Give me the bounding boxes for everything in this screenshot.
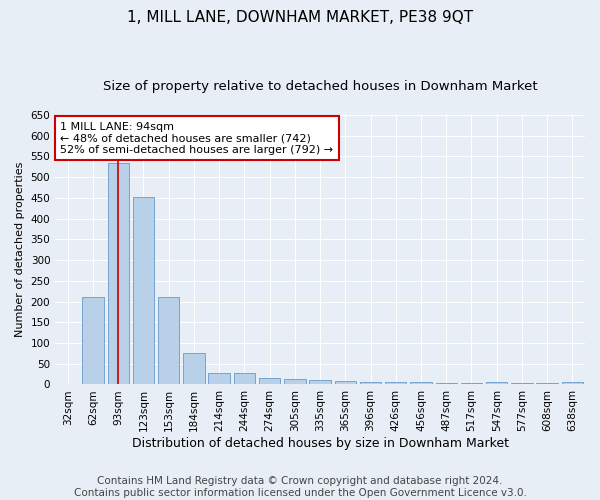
Bar bbox=[233, 374, 255, 384]
Bar bbox=[133, 196, 154, 384]
Bar bbox=[183, 352, 205, 384]
Bar bbox=[436, 383, 457, 384]
Text: 1 MILL LANE: 94sqm
← 48% of detached houses are smaller (742)
52% of semi-detach: 1 MILL LANE: 94sqm ← 48% of detached hou… bbox=[61, 122, 334, 155]
Bar bbox=[82, 298, 104, 384]
Bar bbox=[107, 162, 129, 384]
Bar bbox=[385, 382, 406, 384]
Bar bbox=[208, 374, 230, 384]
Bar bbox=[461, 383, 482, 384]
Bar bbox=[335, 381, 356, 384]
Bar bbox=[158, 298, 179, 384]
Bar bbox=[511, 383, 533, 384]
Text: 1, MILL LANE, DOWNHAM MARKET, PE38 9QT: 1, MILL LANE, DOWNHAM MARKET, PE38 9QT bbox=[127, 10, 473, 25]
Title: Size of property relative to detached houses in Downham Market: Size of property relative to detached ho… bbox=[103, 80, 538, 93]
Bar bbox=[284, 380, 305, 384]
Text: Contains HM Land Registry data © Crown copyright and database right 2024.
Contai: Contains HM Land Registry data © Crown c… bbox=[74, 476, 526, 498]
Bar bbox=[562, 382, 583, 384]
Bar bbox=[259, 378, 280, 384]
Bar bbox=[536, 383, 558, 384]
Y-axis label: Number of detached properties: Number of detached properties bbox=[15, 162, 25, 338]
X-axis label: Distribution of detached houses by size in Downham Market: Distribution of detached houses by size … bbox=[131, 437, 509, 450]
Bar bbox=[410, 382, 432, 384]
Bar bbox=[310, 380, 331, 384]
Bar bbox=[360, 382, 381, 384]
Bar bbox=[486, 382, 508, 384]
